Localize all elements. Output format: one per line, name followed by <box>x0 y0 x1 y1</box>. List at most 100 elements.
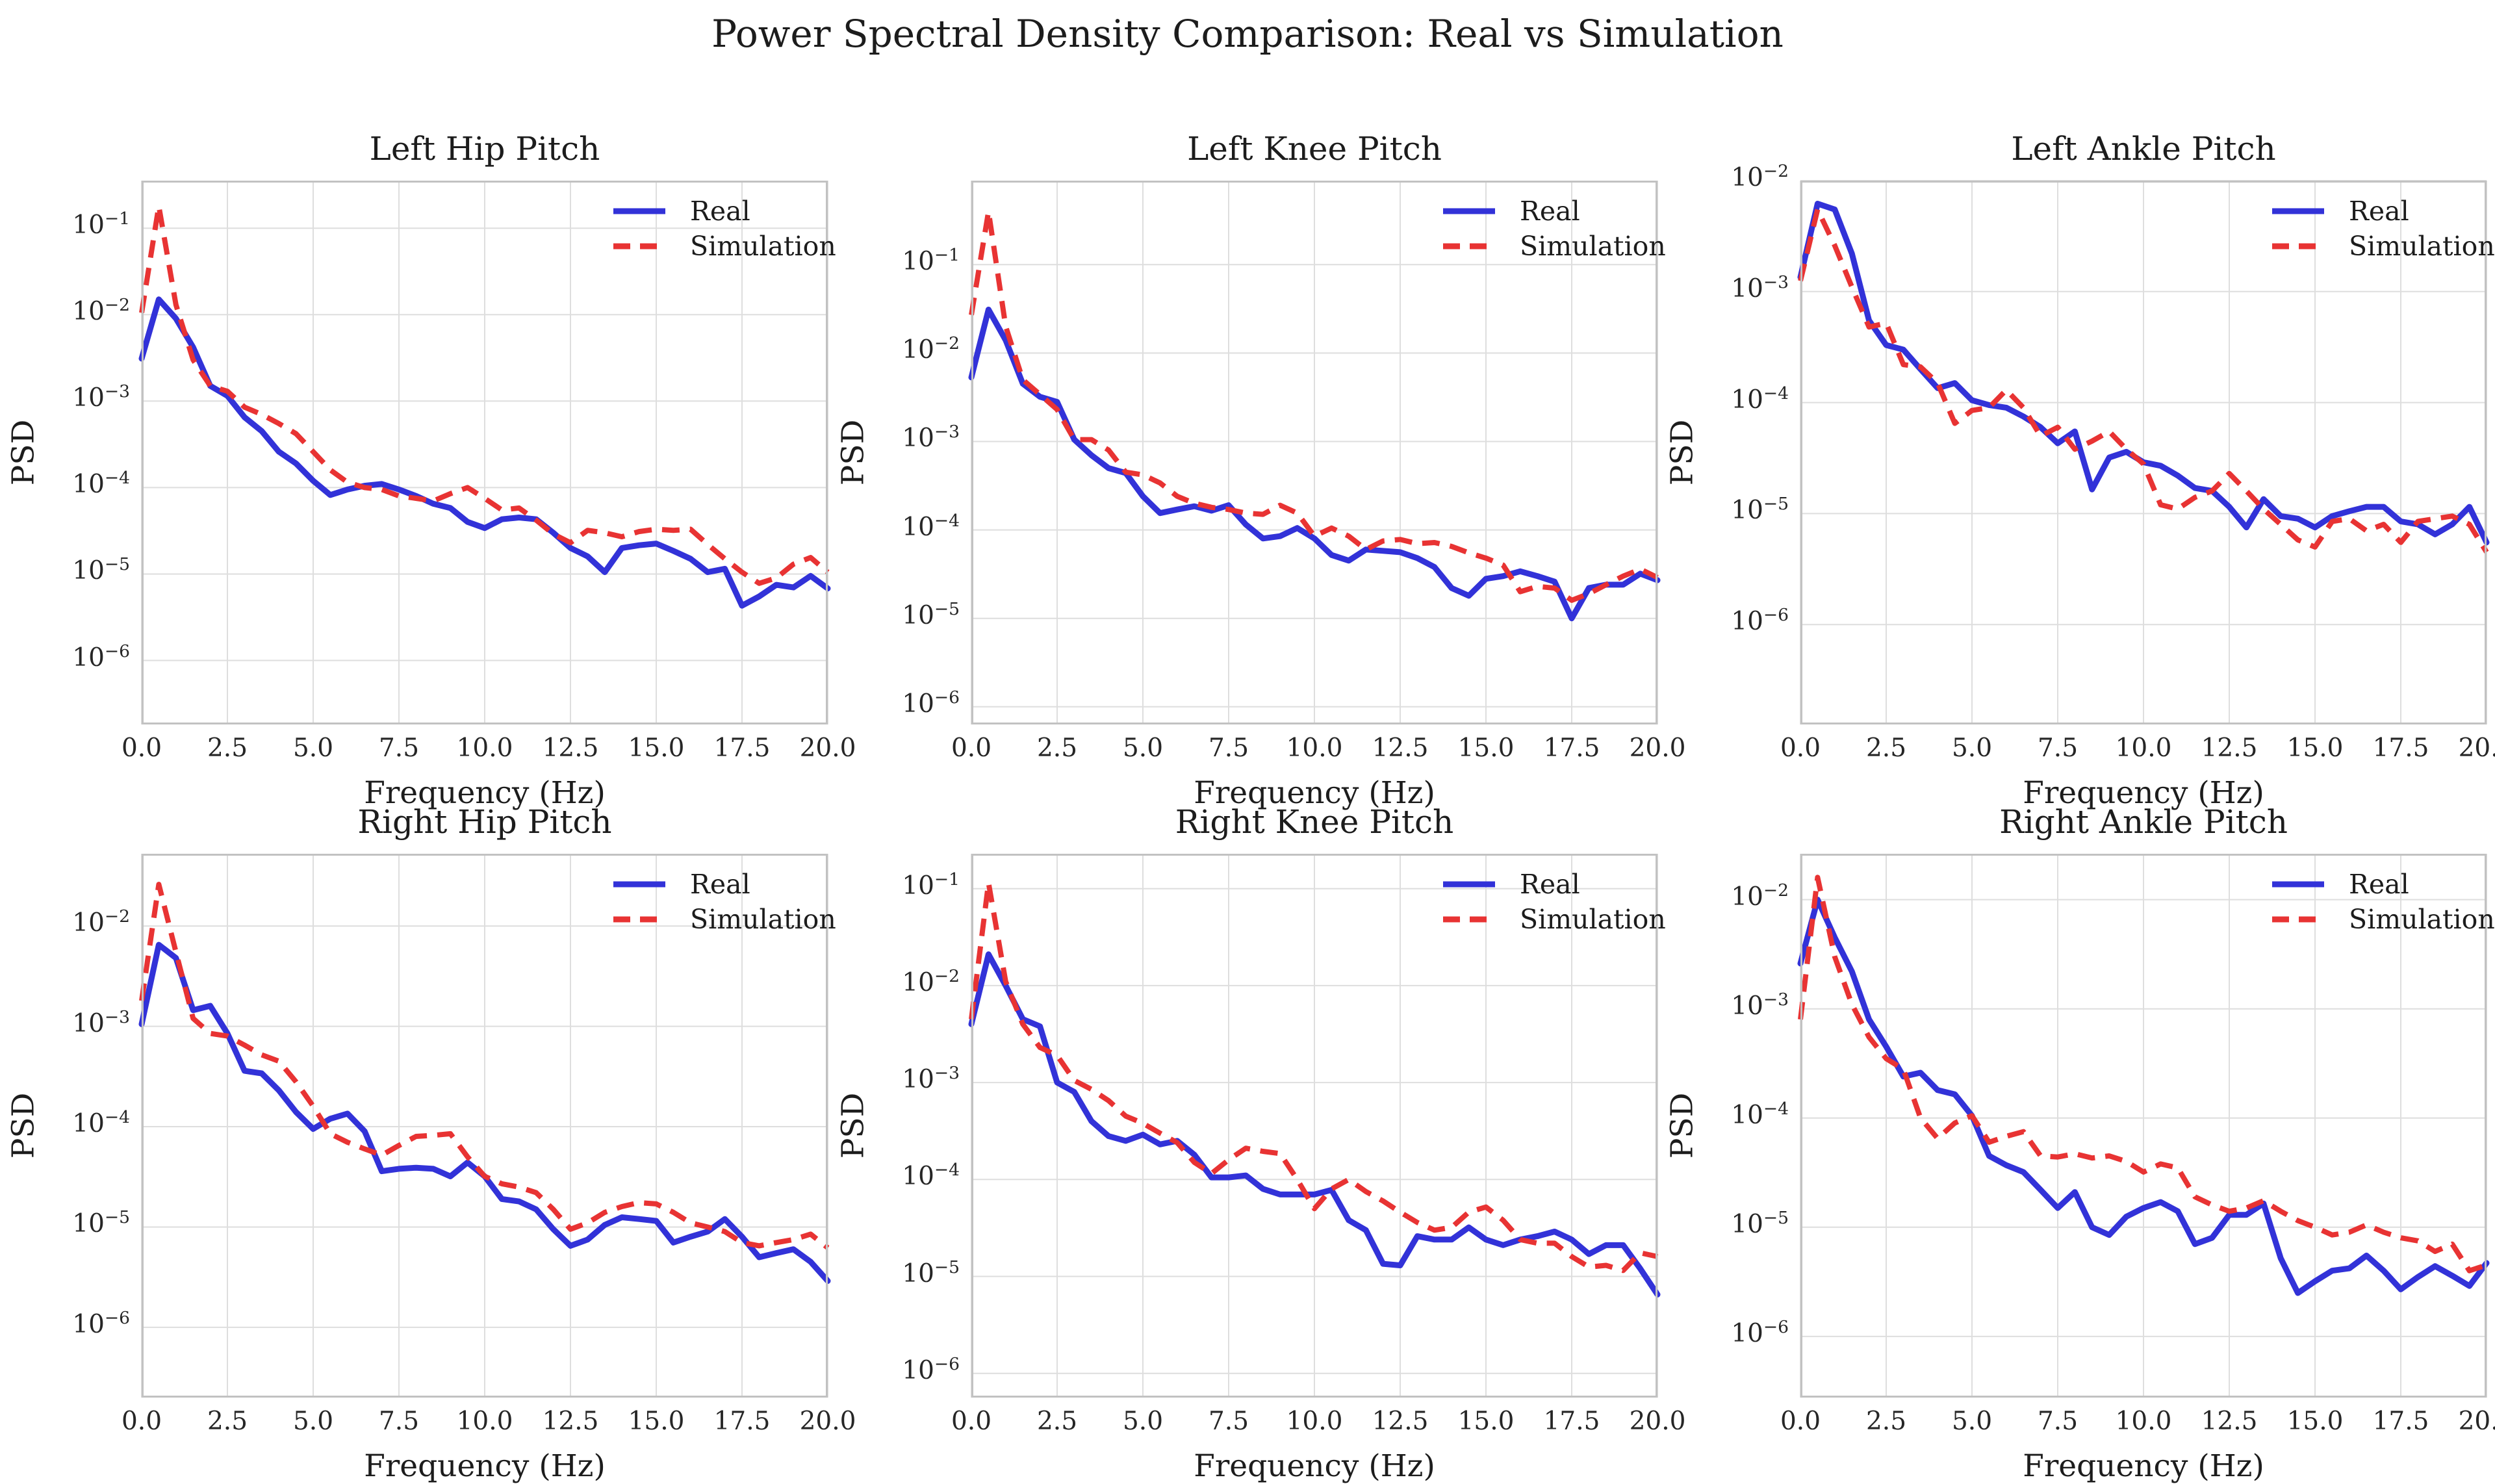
y-axis-tick-label: 10−4 <box>72 468 130 499</box>
x-axis-tick-label: 0.0 <box>1780 734 1821 763</box>
subplot-left-knee-pitch: Left Knee Pitch 0.0 2.5 5.0 7.5 10.0 12.5 15.0 1… <box>836 130 1686 811</box>
y-axis-tick-label: 10−3 <box>72 381 130 413</box>
legend: Real Simulation <box>1443 867 1666 937</box>
axes-spine <box>1800 181 2487 724</box>
y-axis-tick-label: 10−4 <box>1731 1099 1789 1130</box>
axes-right-hip-pitch <box>138 854 831 1398</box>
simulation-line <box>969 880 1658 1273</box>
x-axis-tick-label: 15.0 <box>628 1407 685 1436</box>
real-line <box>138 296 831 609</box>
x-axis-tick-label: 20.0 <box>2458 734 2495 763</box>
x-axis-tick-label: 15.0 <box>2286 734 2344 763</box>
y-axis-tick-label: 10−6 <box>72 641 130 672</box>
legend: Real Simulation <box>613 867 836 937</box>
x-axis-tick-label: 20.0 <box>1629 734 1686 763</box>
legend-item-sim: Simulation <box>1443 229 1666 264</box>
y-axis-tick-label: 10−5 <box>1731 1208 1789 1239</box>
x-axis-tick-label: 20.0 <box>799 734 856 763</box>
y-axis-tick-label: 10−2 <box>902 333 960 365</box>
y-axis-tick-label: 10−5 <box>72 1207 130 1238</box>
y-axis-tick-label: 10−6 <box>902 1354 960 1385</box>
legend-label-sim: Simulation <box>2349 904 2495 935</box>
x-axis-label: Frequency (Hz) <box>1194 775 1435 811</box>
x-axis-tick-label: 5.0 <box>1951 734 1993 763</box>
legend-sim-line-icon <box>613 916 665 923</box>
subplot-left-hip-pitch: Left Hip Pitch 0.0 2.5 5.0 7.5 10.0 12.5 15.0 17… <box>6 130 856 811</box>
x-axis-tick-label: 17.5 <box>2372 1407 2429 1436</box>
legend-item-real: Real <box>2272 194 2487 229</box>
x-axis-tick-label: 10.0 <box>2115 1407 2172 1436</box>
legend-label-sim: Simulation <box>1520 231 1666 262</box>
legend-label-real: Real <box>2349 196 2409 227</box>
x-axis-tick-label: 10.0 <box>1286 734 1343 763</box>
legend-sim-line-icon <box>2272 243 2324 249</box>
y-axis-tick-label: 10−2 <box>72 906 130 938</box>
legend-item-real: Real <box>2272 867 2487 902</box>
axes-spine <box>142 181 828 724</box>
legend-item-sim: Simulation <box>1443 902 1666 937</box>
x-axis-tick-label: 2.5 <box>1865 734 1907 763</box>
x-axis-tick-label: 2.5 <box>1036 734 1078 763</box>
x-axis-tick-label: 2.5 <box>207 1407 248 1436</box>
legend-real-line-icon <box>1443 881 1495 888</box>
x-axis-tick-label: 10.0 <box>456 1407 513 1436</box>
x-axis-tick-label: 7.5 <box>378 1407 420 1436</box>
x-axis-tick-label: 7.5 <box>2037 1407 2079 1436</box>
subplot-title: Right Hip Pitch <box>357 803 612 841</box>
legend-label-sim: Simulation <box>690 231 836 262</box>
legend-real-line-icon <box>1443 208 1495 214</box>
legend-label-sim: Simulation <box>2349 231 2495 262</box>
x-axis-tick-label: 12.5 <box>2201 734 2258 763</box>
legend: Real Simulation <box>1443 194 1666 264</box>
x-axis-label: Frequency (Hz) <box>364 1448 606 1484</box>
x-axis-tick-label: 12.5 <box>542 734 599 763</box>
y-axis-tick-label: 10−4 <box>72 1107 130 1138</box>
y-axis-tick-label: 10−1 <box>902 245 960 276</box>
subplot-right-hip-pitch: Right Hip Pitch 0.0 2.5 5.0 7.5 10.0 12.5 15.0 1… <box>6 803 856 1484</box>
subplot-right-ankle-pitch: Right Ankle Pitch 0.0 2.5 5.0 7.5 10.0 12.5 15.… <box>1665 803 2495 1484</box>
y-axis-tick-label: 10−5 <box>902 599 960 630</box>
simulation-line <box>1798 207 2489 554</box>
legend-item-real: Real <box>613 194 828 229</box>
legend-label-real: Real <box>690 869 750 900</box>
x-axis-tick-label: 20.0 <box>1629 1407 1686 1436</box>
legend-label-real: Real <box>1520 869 1580 900</box>
x-axis-tick-label: 7.5 <box>1208 1407 1249 1436</box>
real-line <box>968 951 1661 1298</box>
y-axis-tick-label: 10−6 <box>902 687 960 719</box>
axes-spine <box>142 854 828 1398</box>
x-axis-tick-label: 17.5 <box>1543 1407 1600 1436</box>
legend-item-real: Real <box>1443 194 1657 229</box>
y-axis-tick-label: 10−6 <box>1731 1317 1789 1348</box>
y-axis-tick-label: 10−5 <box>1731 494 1789 525</box>
y-axis-label: PSD <box>5 419 42 486</box>
axes-spine <box>971 854 1657 1398</box>
x-axis-tick-label: 0.0 <box>121 734 162 763</box>
axes-left-ankle-pitch <box>1797 180 2490 724</box>
legend-label-real: Real <box>2349 869 2409 900</box>
y-axis-tick-label: 10−4 <box>1731 383 1789 415</box>
x-axis-tick-label: 17.5 <box>713 734 771 763</box>
x-axis-tick-label: 5.0 <box>292 1407 334 1436</box>
y-axis-tick-label: 10−3 <box>1731 272 1789 303</box>
x-axis-tick-label: 17.5 <box>713 1407 771 1436</box>
y-axis-label: PSD <box>1664 419 1700 486</box>
y-axis-tick-label: 10−6 <box>72 1308 130 1339</box>
y-axis-tick-label: 10−3 <box>902 1063 960 1094</box>
main-title: Power Spectral Density Comparison: Real … <box>711 12 1784 56</box>
y-axis-tick-label: 10−1 <box>902 869 960 901</box>
x-axis-tick-label: 12.5 <box>1372 734 1429 763</box>
x-axis-tick-label: 12.5 <box>1372 1407 1429 1436</box>
legend-real-line-icon <box>2272 881 2324 888</box>
x-axis-tick-label: 17.5 <box>1543 734 1600 763</box>
y-axis-tick-label: 10−4 <box>902 511 960 542</box>
legend-item-sim: Simulation <box>613 229 836 264</box>
legend-sim-line-icon <box>613 243 665 249</box>
axes-spine <box>1800 854 2487 1398</box>
x-axis-tick-label: 5.0 <box>1122 1407 1164 1436</box>
x-axis-tick-label: 2.5 <box>1036 1407 1078 1436</box>
x-axis-label: Frequency (Hz) <box>2023 775 2264 811</box>
axes-right-ankle-pitch <box>1797 854 2490 1398</box>
y-axis-tick-label: 10−5 <box>72 554 130 585</box>
